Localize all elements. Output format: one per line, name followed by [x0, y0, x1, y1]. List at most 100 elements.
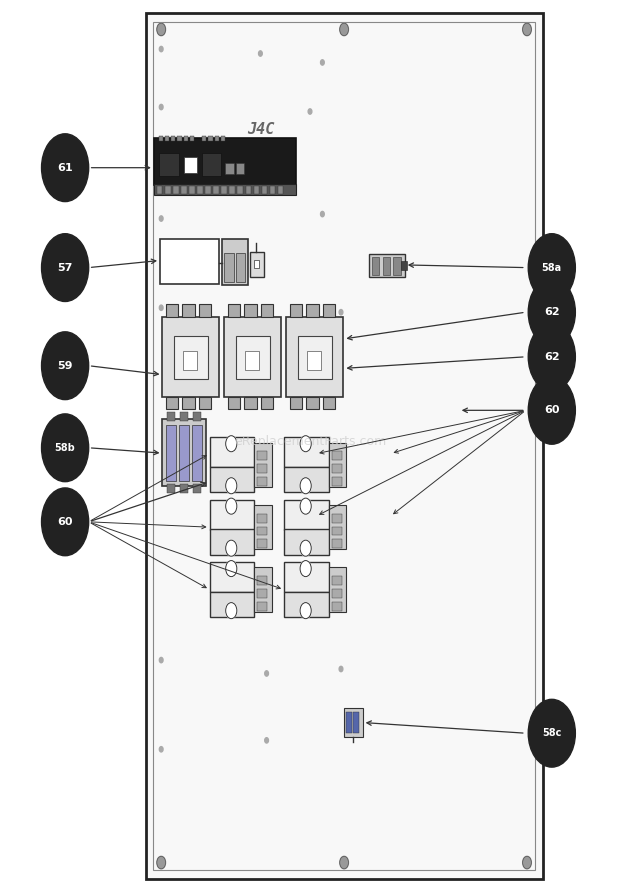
- Bar: [284, 591, 329, 617]
- Bar: [244, 397, 257, 409]
- Bar: [181, 186, 187, 194]
- Bar: [383, 257, 390, 275]
- Bar: [401, 261, 407, 270]
- Bar: [257, 464, 267, 473]
- Bar: [372, 257, 379, 275]
- Circle shape: [300, 435, 311, 451]
- Bar: [257, 477, 267, 486]
- Bar: [332, 464, 342, 473]
- Text: eReplacementParts.com: eReplacementParts.com: [234, 435, 386, 448]
- Circle shape: [528, 323, 575, 391]
- Circle shape: [226, 560, 237, 576]
- Bar: [182, 304, 195, 317]
- Bar: [190, 136, 194, 141]
- Bar: [202, 153, 221, 176]
- Circle shape: [300, 560, 311, 576]
- Circle shape: [42, 234, 89, 301]
- Bar: [166, 425, 176, 481]
- Text: 60: 60: [57, 516, 73, 527]
- Bar: [192, 425, 202, 481]
- Text: 62: 62: [544, 307, 560, 318]
- Bar: [159, 136, 163, 141]
- Bar: [250, 252, 264, 277]
- Bar: [257, 526, 267, 535]
- Text: J4C: J4C: [247, 122, 274, 136]
- Bar: [228, 397, 240, 409]
- Bar: [257, 540, 267, 549]
- Circle shape: [321, 60, 324, 65]
- Circle shape: [339, 666, 343, 672]
- Bar: [166, 397, 178, 409]
- Bar: [257, 514, 267, 523]
- Circle shape: [159, 747, 163, 752]
- Bar: [254, 186, 259, 194]
- Bar: [257, 576, 267, 585]
- Bar: [254, 442, 272, 487]
- Circle shape: [340, 23, 348, 36]
- Text: 61: 61: [57, 162, 73, 173]
- Bar: [290, 304, 302, 317]
- Bar: [213, 186, 219, 194]
- Bar: [202, 136, 206, 141]
- Bar: [225, 163, 234, 174]
- Bar: [193, 484, 201, 493]
- Bar: [270, 186, 275, 194]
- Bar: [246, 186, 251, 194]
- Bar: [162, 419, 206, 486]
- Bar: [174, 336, 208, 379]
- Bar: [329, 505, 346, 549]
- Bar: [254, 567, 272, 612]
- Bar: [306, 397, 319, 409]
- Text: 57: 57: [58, 262, 73, 273]
- Bar: [224, 317, 281, 397]
- Text: 62: 62: [544, 351, 560, 362]
- Bar: [171, 136, 175, 141]
- Bar: [236, 163, 244, 174]
- Text: 59: 59: [57, 360, 73, 371]
- Bar: [332, 540, 342, 549]
- Bar: [193, 412, 201, 421]
- Bar: [332, 526, 342, 535]
- Circle shape: [321, 211, 324, 217]
- Bar: [278, 186, 283, 194]
- Circle shape: [528, 699, 575, 767]
- Bar: [323, 304, 335, 317]
- Circle shape: [159, 657, 163, 663]
- Bar: [224, 253, 234, 282]
- Bar: [154, 184, 296, 195]
- Text: 58a: 58a: [542, 262, 562, 273]
- Circle shape: [226, 541, 237, 557]
- Bar: [346, 712, 352, 733]
- Bar: [284, 437, 329, 467]
- Bar: [229, 186, 235, 194]
- Circle shape: [340, 856, 348, 869]
- Circle shape: [159, 46, 163, 52]
- Bar: [153, 22, 535, 870]
- Bar: [329, 567, 346, 612]
- Circle shape: [226, 435, 237, 451]
- Circle shape: [159, 216, 163, 221]
- Circle shape: [339, 310, 343, 315]
- Bar: [210, 562, 254, 592]
- Bar: [210, 529, 254, 555]
- Circle shape: [300, 603, 311, 619]
- Bar: [182, 397, 195, 409]
- Circle shape: [42, 488, 89, 556]
- Bar: [180, 412, 188, 421]
- Bar: [167, 484, 175, 493]
- Bar: [332, 514, 342, 523]
- Circle shape: [265, 671, 268, 676]
- Bar: [210, 500, 254, 530]
- Circle shape: [308, 109, 312, 114]
- Bar: [323, 397, 335, 409]
- Circle shape: [226, 603, 237, 619]
- Circle shape: [300, 498, 311, 514]
- Circle shape: [528, 376, 575, 444]
- Bar: [167, 412, 175, 421]
- Bar: [157, 186, 162, 194]
- Bar: [160, 239, 219, 284]
- Bar: [146, 13, 542, 879]
- Bar: [222, 239, 248, 285]
- Bar: [159, 153, 179, 176]
- Bar: [307, 351, 321, 370]
